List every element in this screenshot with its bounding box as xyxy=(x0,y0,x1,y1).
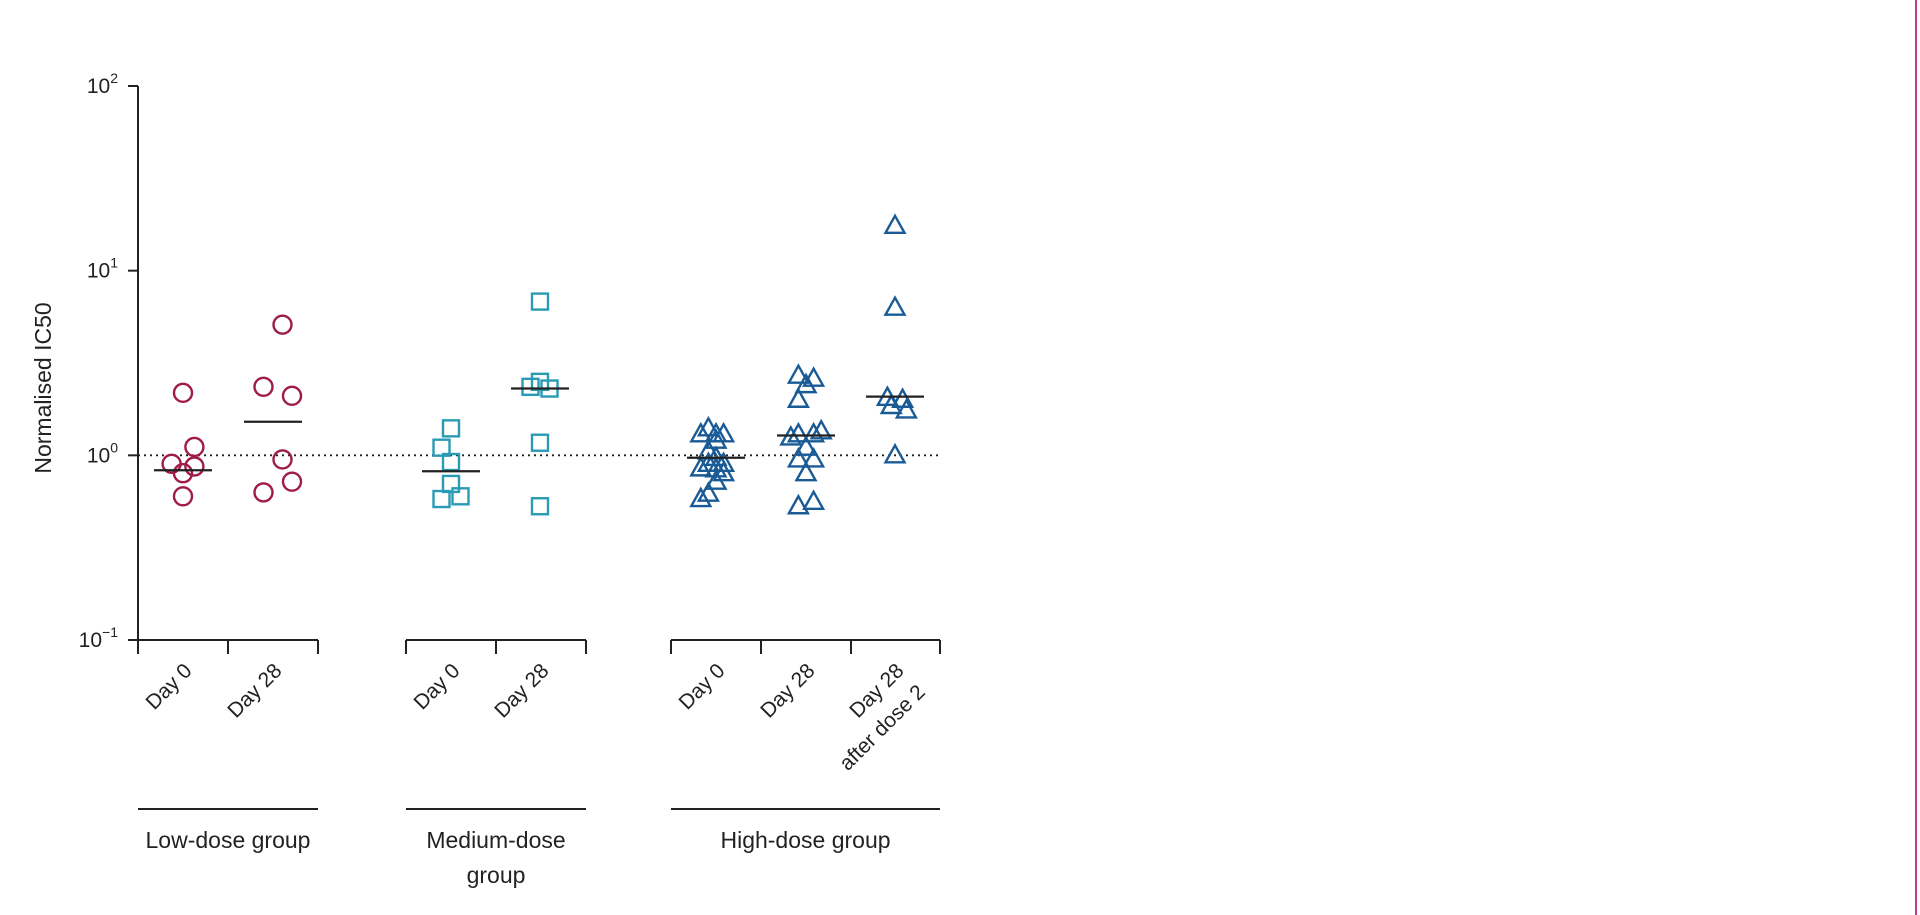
data-point-square xyxy=(530,292,550,311)
data-point-square xyxy=(432,438,451,457)
y-tick-label: 102 xyxy=(87,70,118,98)
data-point-triangle xyxy=(794,460,818,482)
data-point-square xyxy=(451,487,470,506)
data-point-triangle xyxy=(802,366,826,387)
x-tick-label: Day 28 xyxy=(223,659,286,722)
x-tick-label: Day 0 xyxy=(409,659,464,714)
data-point-square xyxy=(441,419,461,438)
data-point-circle xyxy=(281,385,303,407)
data-points xyxy=(161,213,918,516)
group-labels: Low-dose group Medium-dose group High-dose … xyxy=(138,808,940,888)
y-tick-label: 10−1 xyxy=(79,624,119,652)
x-tick-label: Day 0 xyxy=(674,659,729,714)
y-axis-label: Normalised IC50 xyxy=(30,302,56,473)
data-point-circle xyxy=(253,376,274,398)
x-tick-labels: Day 0 Day 28 Day 0 Day 28 Day 0 Day 28 Day 28a… xyxy=(141,659,929,775)
x-tick-label: Day 28 xyxy=(490,659,553,722)
data-point-circle xyxy=(172,463,194,484)
group-label: Medium-dose group xyxy=(426,827,565,888)
data-point-triangle xyxy=(802,489,826,511)
x-tick-label: Day 28after dose 2 xyxy=(814,659,930,775)
data-point-triangle xyxy=(689,421,713,443)
data-point-square xyxy=(441,474,461,494)
data-point-triangle xyxy=(786,421,810,443)
data-point-triangle xyxy=(883,442,907,464)
data-point-triangle xyxy=(794,435,818,456)
x-tick-label: Day 28 xyxy=(756,659,819,722)
data-point-square xyxy=(441,452,461,472)
data-point-triangle xyxy=(689,455,713,477)
data-point-triangle xyxy=(704,469,728,490)
data-point-triangle xyxy=(794,372,818,394)
data-point-circle xyxy=(184,456,205,477)
data-point-triangle xyxy=(704,445,728,466)
data-point-triangle xyxy=(883,295,907,316)
data-point-triangle xyxy=(786,493,810,515)
data-point-triangle xyxy=(712,460,736,482)
data-point-square xyxy=(530,433,550,452)
median-lines xyxy=(154,387,924,473)
data-point-circle xyxy=(253,482,274,503)
data-point-triangle xyxy=(894,397,918,419)
data-point-circle xyxy=(281,471,303,492)
data-point-triangle xyxy=(883,213,907,234)
data-point-triangle xyxy=(809,418,833,440)
y-tick-label: 100 xyxy=(87,439,118,467)
data-point-square xyxy=(521,377,540,397)
data-point-triangle xyxy=(696,415,720,437)
axes: 10−1 100 101 102 xyxy=(79,70,941,654)
data-point-triangle xyxy=(786,387,810,408)
data-point-square xyxy=(432,489,451,509)
data-point-circle xyxy=(172,486,194,507)
data-point-triangle xyxy=(712,421,736,443)
data-point-triangle xyxy=(689,486,713,508)
data-point-circle xyxy=(172,382,194,404)
data-point-triangle xyxy=(802,421,826,443)
data-point-circle xyxy=(272,449,293,470)
y-tick-label: 101 xyxy=(87,255,118,283)
data-point-circle xyxy=(184,436,205,458)
group-label: High-dose group xyxy=(720,827,890,853)
data-point-triangle xyxy=(802,446,826,468)
x-tick-label: Day 0 xyxy=(141,659,196,714)
data-point-circle xyxy=(272,314,293,335)
data-point-square xyxy=(530,372,550,392)
group-label: Low-dose group xyxy=(146,827,311,853)
data-point-triangle xyxy=(786,363,810,384)
right-edge-line xyxy=(1915,0,1917,915)
data-point-triangle xyxy=(879,393,903,415)
data-point-triangle xyxy=(786,446,810,468)
data-point-square xyxy=(530,497,550,516)
